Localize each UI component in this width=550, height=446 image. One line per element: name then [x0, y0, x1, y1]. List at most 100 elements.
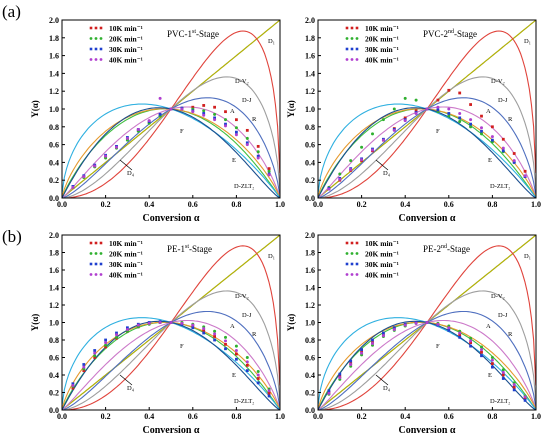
data-point — [235, 130, 238, 134]
data-point — [256, 154, 260, 158]
data-point — [71, 185, 75, 189]
legend-marker — [350, 273, 354, 276]
data-point — [458, 335, 462, 339]
y-tick-label: 0.0 — [49, 406, 59, 415]
model-label: D₁ — [268, 38, 275, 45]
data-point — [158, 321, 162, 324]
data-point — [136, 127, 140, 131]
legend-label: 30K min⁻¹ — [109, 260, 143, 269]
data-point — [158, 96, 162, 100]
y-tick-label: 0.8 — [305, 123, 315, 132]
data-point — [469, 103, 472, 106]
panel-letter-b: (b) — [2, 227, 22, 246]
data-point — [381, 118, 385, 122]
data-point — [490, 356, 494, 359]
data-point — [202, 327, 206, 331]
y-tick-label: 0.4 — [49, 158, 59, 167]
y-tick-label: 1.8 — [49, 34, 59, 43]
data-point — [213, 329, 217, 333]
data-point — [447, 112, 451, 115]
data-point — [349, 168, 353, 172]
x-tick-label: 0.6 — [444, 200, 454, 209]
y-axis-label: Y(α) — [30, 100, 40, 118]
data-point — [202, 109, 206, 113]
y-tick-label: 0.6 — [305, 354, 315, 363]
legend-marker — [350, 37, 354, 40]
x-tick-label: 0.6 — [188, 200, 198, 209]
data-point — [349, 363, 353, 366]
x-tick-label: 0.8 — [487, 412, 497, 421]
d4-arrow — [119, 159, 133, 171]
data-point — [93, 354, 97, 358]
legend-marker — [89, 47, 93, 51]
x-tick-label: 0.2 — [101, 412, 111, 421]
y-tick-label: 1.6 — [49, 52, 59, 61]
data-point — [104, 343, 108, 347]
data-point — [491, 138, 494, 142]
series-4 — [327, 105, 527, 191]
data-point — [480, 350, 483, 354]
data-point — [491, 365, 494, 369]
data-point — [447, 107, 451, 111]
y-tick-label: 1.4 — [49, 69, 59, 78]
model-label: D-J — [242, 312, 252, 319]
y-tick-label: 0.2 — [49, 389, 59, 398]
legend-marker — [94, 273, 98, 276]
y-tick-label: 2.0 — [49, 231, 59, 240]
y-tick-label: 0.0 — [305, 406, 315, 415]
data-point — [469, 344, 472, 348]
legend-marker — [89, 241, 93, 245]
model-curve-r — [318, 76, 536, 198]
data-point — [523, 398, 527, 402]
y-tick-label: 0.8 — [305, 336, 315, 345]
data-point — [512, 159, 516, 163]
data-point — [360, 145, 364, 149]
data-point — [125, 328, 129, 331]
model-label: D-ZLT₂ — [490, 398, 510, 405]
data-point — [213, 105, 216, 109]
data-point — [469, 122, 472, 126]
data-point — [512, 385, 516, 389]
legend-marker — [94, 262, 98, 266]
data-point — [93, 164, 97, 168]
model-label: D-J — [242, 97, 252, 104]
data-point — [245, 128, 249, 132]
data-point — [245, 363, 249, 367]
data-point — [115, 333, 118, 337]
model-label: A — [230, 108, 235, 115]
model-label: D₄ — [127, 170, 135, 177]
legend-label: 10K min⁻¹ — [365, 24, 399, 33]
data-point — [491, 362, 494, 366]
data-point — [392, 328, 396, 331]
model-label: D-J — [498, 312, 508, 319]
data-point — [224, 110, 227, 114]
legend-marker — [355, 37, 359, 40]
data-point — [338, 376, 342, 380]
chart-panel-1: 0.0 0.2 0.4 0.6 0.8 1.0 1.2 1.4 1.6 1.8 2.0 0.0 0.2 0… — [30, 16, 285, 224]
model-label: D-J — [498, 97, 508, 104]
data-point — [338, 172, 342, 176]
data-point — [425, 107, 429, 111]
d4-arrow — [375, 159, 389, 171]
y-tick-label: 0.2 — [305, 176, 315, 185]
x-tick-label: 0.2 — [357, 412, 367, 421]
data-point — [245, 360, 249, 364]
panel-title: PE-1st-Stage — [167, 244, 212, 254]
data-point — [403, 119, 407, 123]
y-tick-label: 0.4 — [305, 371, 315, 380]
legend-marker — [94, 37, 98, 40]
y-tick-label: 0.8 — [49, 336, 59, 345]
data-point — [501, 373, 505, 377]
x-axis-label: Conversion α — [399, 425, 456, 436]
data-point — [447, 326, 451, 330]
legend-label: 20K min⁻¹ — [109, 250, 143, 259]
model-label: R — [508, 331, 513, 338]
legend-marker — [99, 37, 103, 40]
legend-marker — [94, 26, 98, 30]
y-tick-label: 1.6 — [305, 266, 315, 275]
data-point — [224, 342, 227, 346]
data-point — [458, 119, 462, 123]
data-point — [224, 347, 227, 351]
